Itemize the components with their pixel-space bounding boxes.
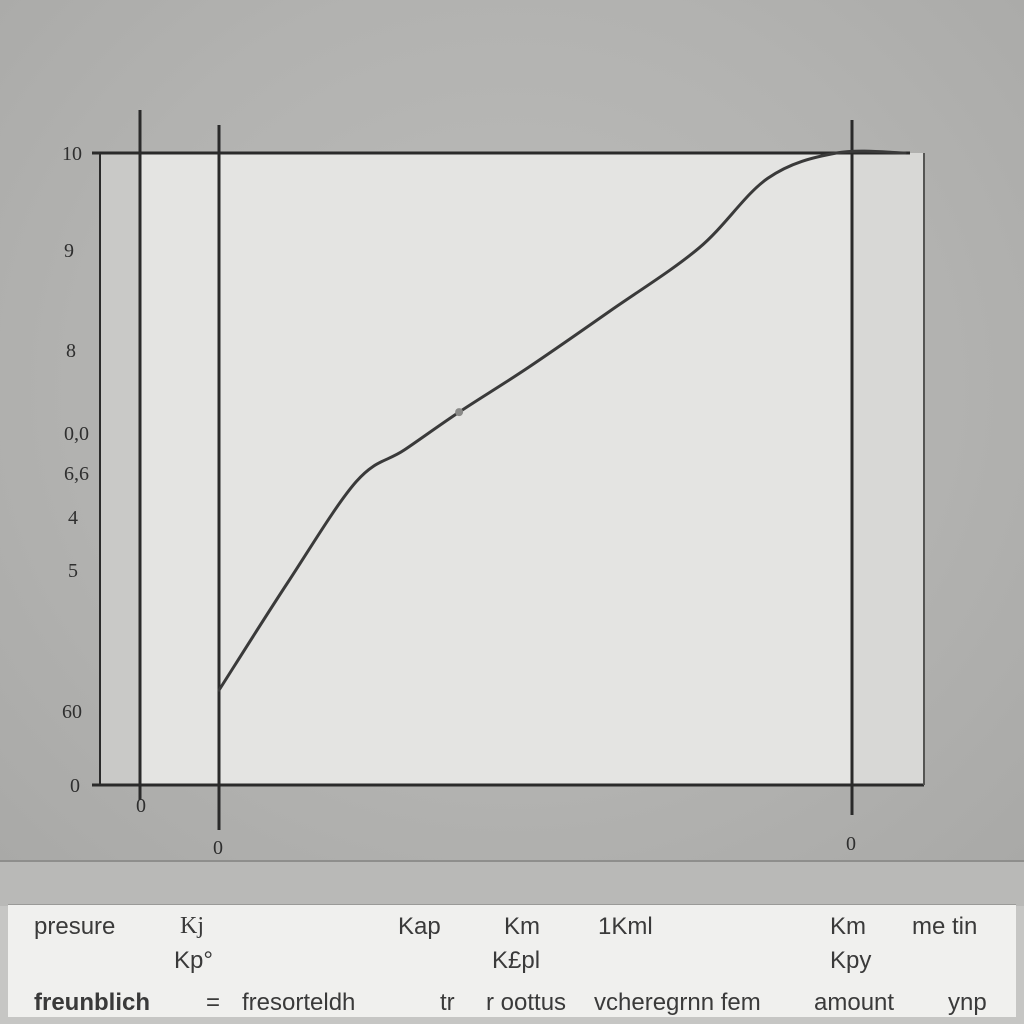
legend-panel: presure Kj Kap Km 1Kml Km me tin Kp° K£p… <box>8 904 1016 1017</box>
legend-label: vcheregrnn fem <box>594 989 761 1016</box>
x-tick-label: 0 <box>213 837 223 859</box>
legend-label: Kpy <box>830 947 872 974</box>
y-tick-label: 60 <box>62 701 82 723</box>
data-point <box>455 408 464 417</box>
left-strip <box>100 153 140 785</box>
y-tick-label: 6,6 <box>64 463 89 485</box>
legend-label: freunblich <box>34 989 151 1016</box>
plot-area <box>140 153 924 785</box>
legend-label: 1Kml <box>598 913 653 940</box>
y-tick-label: 10 <box>62 143 82 165</box>
legend-label: ynp <box>948 989 987 1016</box>
legend-label: Kap <box>398 913 441 940</box>
legend-label: Km <box>504 913 540 940</box>
y-tick-label: 9 <box>64 240 74 262</box>
y-tick-label: 5 <box>68 560 78 582</box>
marker-layer <box>455 408 464 417</box>
legend-label: amount <box>814 989 895 1016</box>
chart-frame: 10 9 8 0,0 6,6 4 5 60 0 0 0 0 <box>0 0 1024 860</box>
y-tick-label: 8 <box>66 340 76 362</box>
legend-label: Kj <box>180 913 204 939</box>
separator-band <box>0 860 1024 906</box>
x-tick-label: 0 <box>846 833 856 855</box>
legend-label: me tin <box>912 913 978 940</box>
legend-label: presure <box>34 913 116 940</box>
y-tick-label: 0 <box>70 775 80 797</box>
legend-label: r oottus <box>486 989 567 1016</box>
legend-label: = <box>206 989 221 1016</box>
right-strip <box>852 153 924 785</box>
y-tick-label: 4 <box>68 507 78 529</box>
series-line <box>217 149 907 692</box>
legend-label: fresorteldh <box>242 989 356 1016</box>
y-tick-label: 0,0 <box>64 423 89 445</box>
legend-label: tr <box>440 989 455 1016</box>
line-chart: 10 9 8 0,0 6,6 4 5 60 0 0 0 0 <box>62 110 925 859</box>
x-tick-label: 0 <box>136 795 146 817</box>
legend-label: K£pl <box>492 947 541 974</box>
legend-label: Km <box>830 913 866 940</box>
legend-label: Kp° <box>174 947 213 974</box>
